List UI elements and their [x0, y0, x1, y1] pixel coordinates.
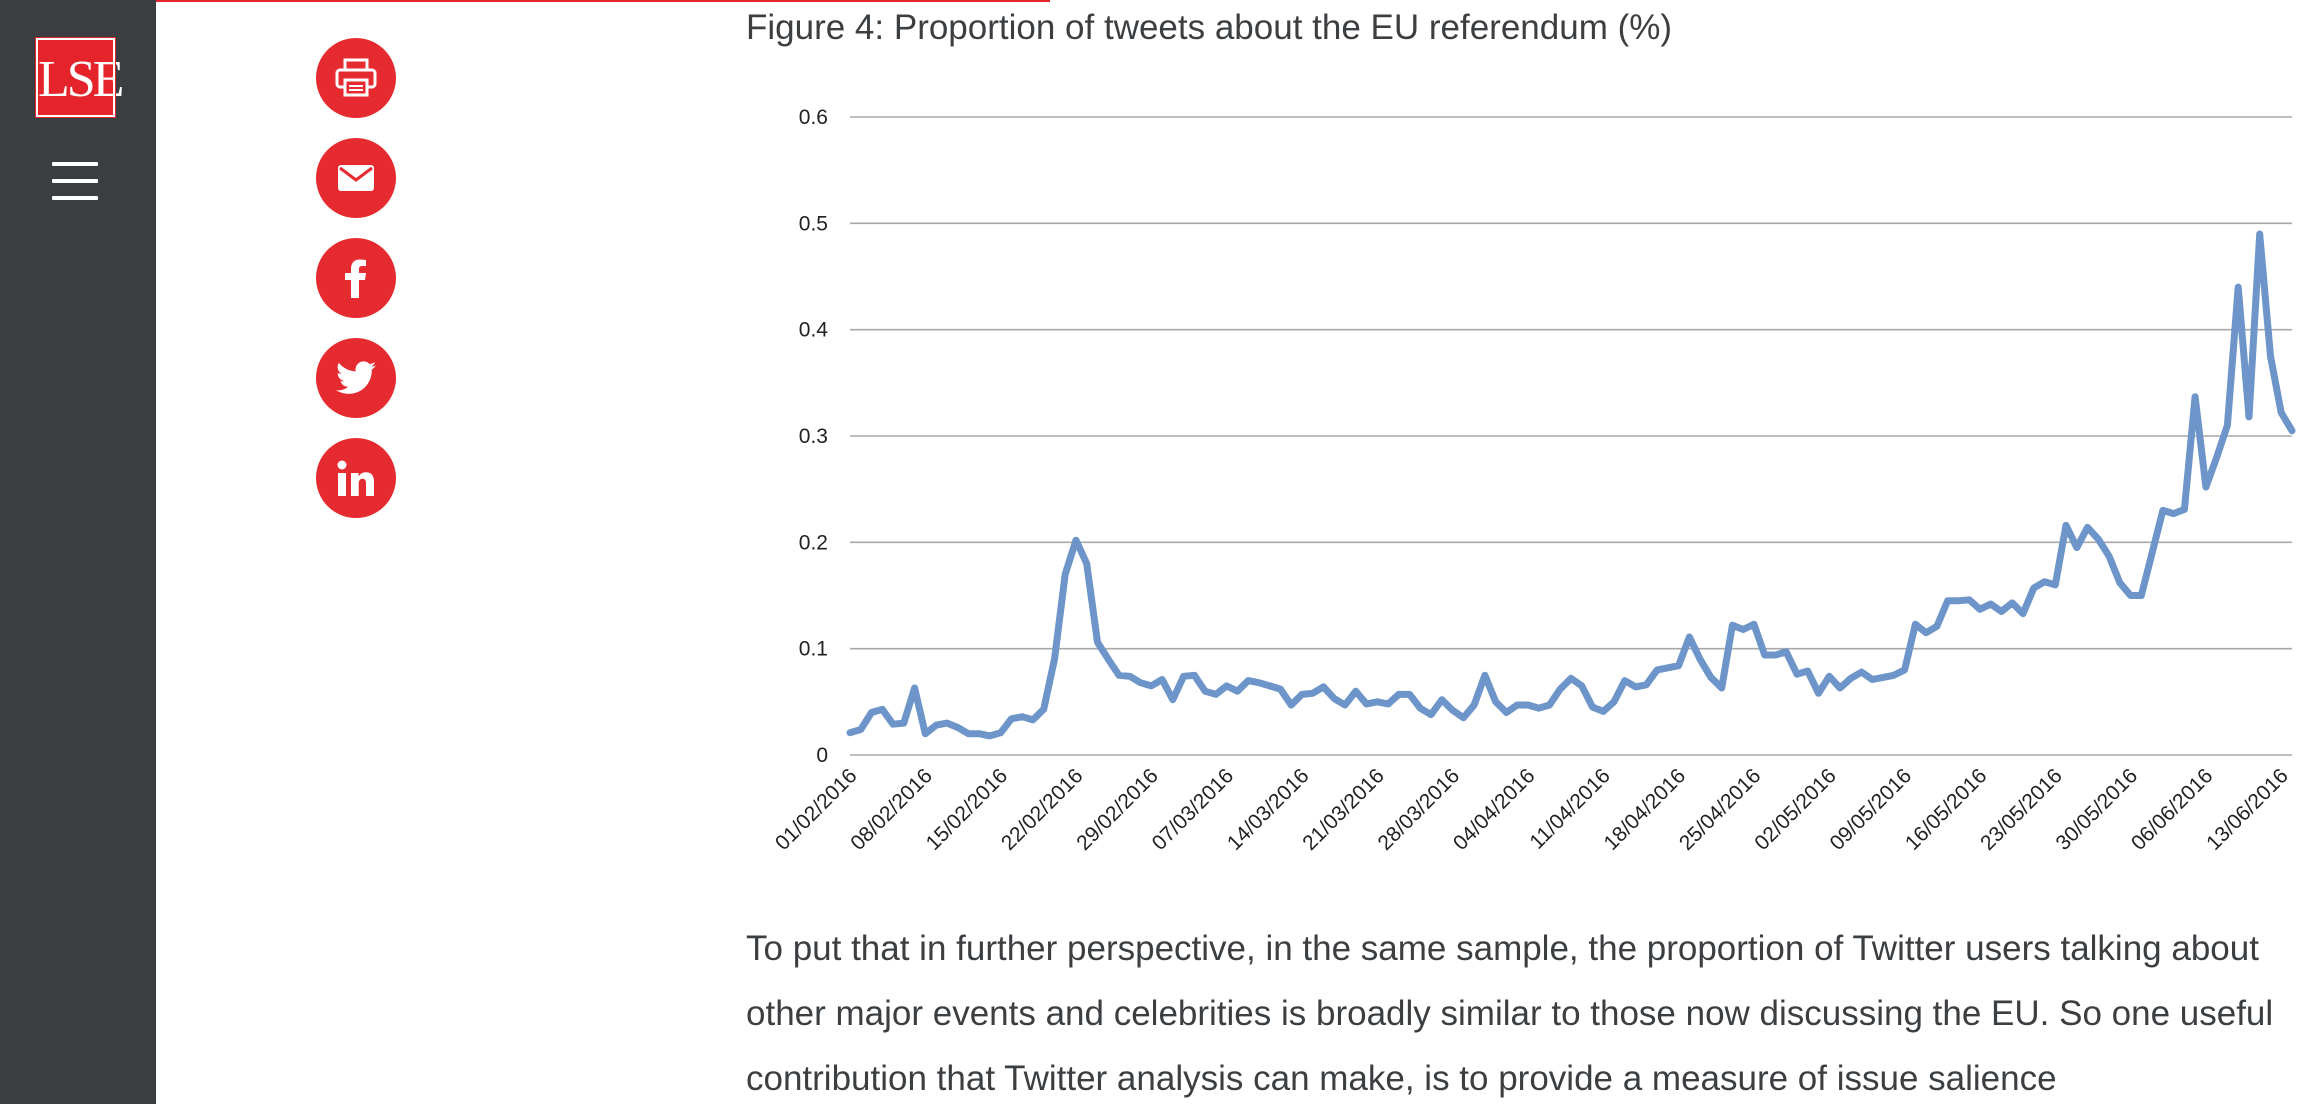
twitter-share-button[interactable] — [316, 338, 396, 418]
y-tick-label: 0.2 — [799, 531, 828, 554]
left-sidebar: LSE — [0, 0, 156, 1104]
y-tick-label: 0.3 — [799, 425, 828, 448]
x-tick-label: 13/06/2016 — [2202, 764, 2293, 855]
article-body: To put that in further perspective, in t… — [746, 916, 2301, 1111]
series-line — [846, 230, 2296, 740]
hamburger-menu-icon[interactable] — [52, 160, 98, 202]
envelope-icon — [338, 165, 374, 191]
facebook-share-button[interactable] — [316, 238, 396, 318]
linkedin-share-button[interactable] — [316, 438, 396, 518]
y-tick-label: 0.5 — [799, 212, 828, 235]
linkedin-icon — [337, 460, 374, 496]
twitter-bird-icon — [336, 361, 376, 394]
body-paragraph: To put that in further perspective, in t… — [746, 929, 2274, 1098]
y-tick-label: 0.4 — [799, 319, 829, 342]
y-tick-label: 0.6 — [799, 106, 828, 129]
printer-icon — [335, 58, 377, 97]
lse-logo[interactable]: LSE — [35, 37, 124, 118]
facebook-icon — [345, 259, 366, 298]
y-tick-label: 0.1 — [799, 638, 828, 661]
figure-title: Figure 4: Proportion of tweets about the… — [746, 8, 1673, 47]
line-chart: 00.10.20.30.40.50.601/02/201608/02/20161… — [771, 106, 2296, 855]
reading-progress-bar — [156, 0, 1050, 2]
print-button[interactable] — [316, 38, 396, 118]
share-buttons — [316, 38, 396, 538]
email-share-button[interactable] — [316, 138, 396, 218]
y-tick-label: 0 — [816, 744, 828, 767]
x-tick-label: 04/04/2016 — [1449, 764, 1540, 855]
